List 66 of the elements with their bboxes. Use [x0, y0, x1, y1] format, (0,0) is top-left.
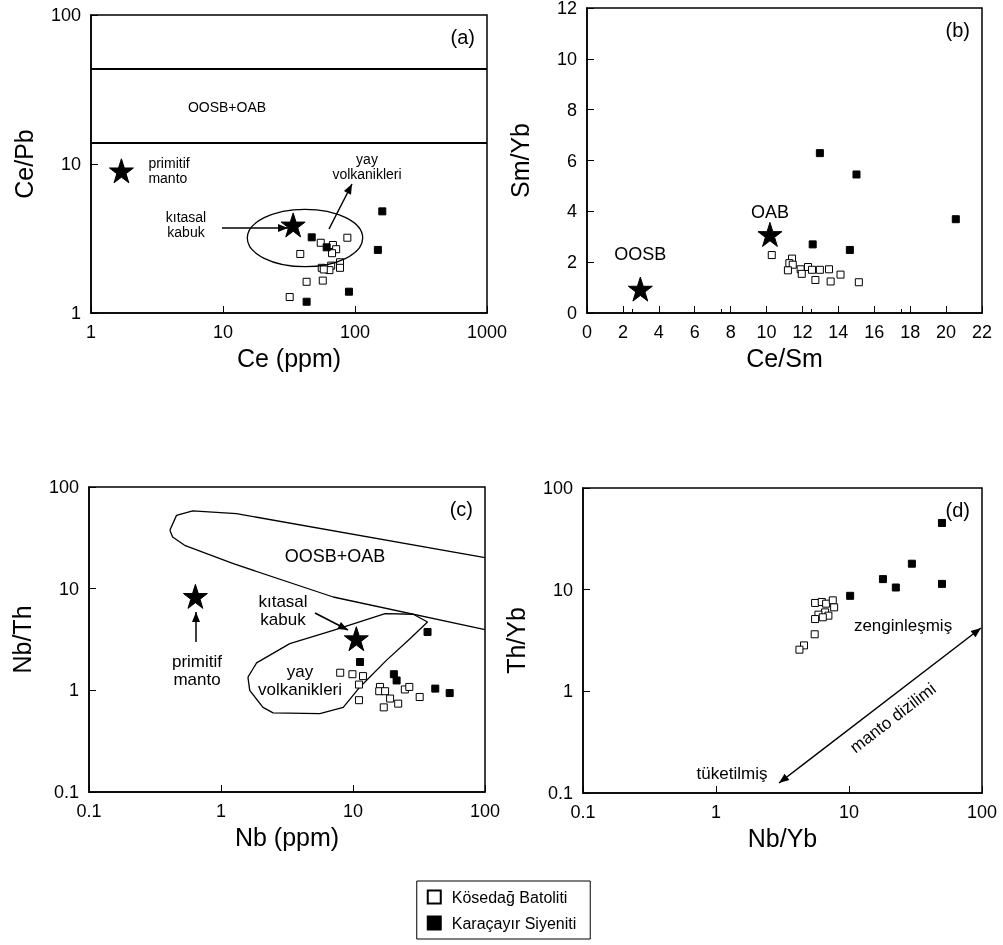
x-tick-label: 0 — [581, 322, 593, 342]
annotation: tüketilmiş — [696, 763, 768, 783]
x-tick-label: 6 — [689, 322, 700, 342]
x-tick-label: 18 — [900, 322, 921, 342]
x-tick-label: 10 — [342, 801, 364, 821]
y-tick-label: 1 — [562, 681, 573, 702]
x-tick-label: 14 — [828, 322, 849, 342]
annotation: kıtasal kabuk — [258, 591, 308, 629]
annotation: OOSB+OAB — [187, 99, 267, 115]
y-axis-title: Nb/Th — [7, 605, 36, 674]
y-axis-title: Sm/Yb — [505, 122, 534, 199]
y-tick-label: 0 — [566, 303, 577, 323]
annotation: OOSB — [614, 244, 667, 265]
y-tick-label: 10 — [556, 48, 577, 69]
annotation: OAB — [750, 202, 789, 223]
y-tick-label: 6 — [566, 150, 577, 171]
annotation: (c) — [449, 498, 473, 520]
annotation: yay volkanikleri — [257, 661, 343, 699]
x-axis-title: Nb/Yb — [747, 824, 818, 853]
annotation: OOSB+OAB — [284, 546, 386, 566]
y-tick-label: 8 — [566, 99, 577, 120]
x-tick-label: 22 — [971, 322, 993, 342]
y-tick-label: 2 — [566, 252, 577, 273]
annotation: primitif manto — [171, 651, 223, 689]
x-tick-label: 100 — [469, 801, 501, 821]
y-axis-title: Ce/Pb — [9, 129, 38, 199]
annotation: (a) — [450, 26, 475, 48]
x-tick-label: 100 — [339, 322, 371, 342]
x-tick-label: 2 — [617, 322, 628, 342]
annotation: primitif manto — [148, 155, 190, 187]
y-tick-label: 100 — [48, 477, 79, 497]
y-tick-label: 100 — [542, 478, 573, 498]
y-tick-label: 1 — [68, 680, 79, 701]
annotation: (b) — [945, 19, 970, 41]
y-tick-label: 12 — [556, 0, 577, 18]
annotation: zenginleşmiş — [853, 615, 953, 635]
y-tick-label: 0.1 — [53, 782, 79, 802]
x-tick-label: 20 — [936, 322, 957, 342]
y-tick-label: 10 — [60, 154, 81, 174]
legend-label: Karaçayır Siyeniti — [451, 914, 577, 932]
y-tick-label: 100 — [50, 5, 81, 25]
y-tick-label: 0.1 — [547, 783, 573, 803]
x-tick-label: 1000 — [466, 322, 508, 342]
legend-label: Kösedağ Batoliti — [451, 888, 568, 906]
x-tick-label: 10 — [838, 802, 860, 822]
x-tick-label: 10 — [756, 322, 777, 342]
x-tick-label: 16 — [864, 322, 885, 342]
annotation: yay volkanikleri — [332, 150, 402, 182]
x-axis-title: Nb (ppm) — [234, 823, 340, 852]
x-tick-label: 1 — [710, 802, 722, 822]
x-tick-label: 4 — [653, 322, 664, 342]
y-tick-label: 4 — [566, 201, 577, 222]
annotation: (d) — [945, 499, 970, 521]
x-tick-label: 10 — [212, 322, 234, 342]
x-tick-label: 100 — [966, 802, 998, 822]
y-tick-label: 1 — [70, 303, 81, 323]
x-tick-label: 1 — [215, 801, 227, 821]
y-tick-label: 10 — [58, 578, 79, 599]
y-axis-title: Th/Yb — [501, 607, 530, 674]
x-axis-title: Ce (ppm) — [236, 344, 342, 373]
annotation: kıtasal kabuk — [165, 208, 207, 240]
x-tick-label: 12 — [792, 322, 813, 342]
y-tick-label: 10 — [552, 579, 573, 600]
x-axis-title: Ce/Sm — [746, 344, 823, 373]
x-tick-label: 8 — [725, 322, 736, 342]
x-tick-label: 1 — [85, 322, 97, 342]
